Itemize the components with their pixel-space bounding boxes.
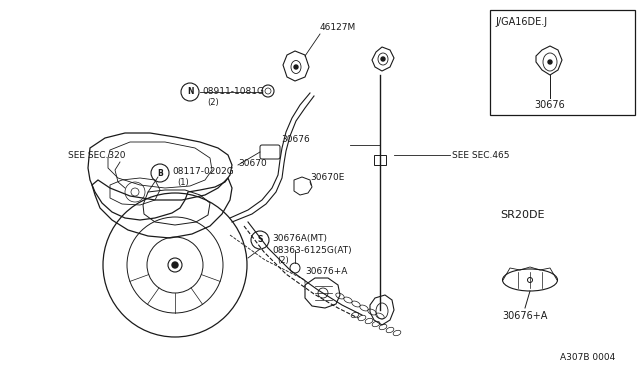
Text: (2): (2) — [277, 257, 289, 266]
Text: 30670E: 30670E — [310, 173, 344, 183]
Text: SEE SEC.320: SEE SEC.320 — [68, 151, 125, 160]
Text: (2): (2) — [207, 97, 219, 106]
Text: S: S — [257, 235, 262, 244]
Text: J/GA16DE.J: J/GA16DE.J — [495, 17, 547, 27]
Text: 46127M: 46127M — [320, 23, 356, 32]
Text: 30676+A: 30676+A — [502, 311, 548, 321]
Text: (1): (1) — [177, 179, 189, 187]
Text: SEE SEC.465: SEE SEC.465 — [452, 151, 509, 160]
Text: 30676A(MT): 30676A(MT) — [272, 234, 327, 243]
Bar — [490, 10, 635, 115]
Bar — [374, 155, 386, 165]
Text: 08363-6125G(AT): 08363-6125G(AT) — [272, 246, 351, 254]
Text: 30676: 30676 — [534, 100, 565, 110]
Circle shape — [381, 57, 385, 61]
Text: 08911-1081G: 08911-1081G — [202, 87, 264, 96]
Text: 08117-0202G: 08117-0202G — [172, 167, 234, 176]
Circle shape — [294, 65, 298, 69]
Text: 30676: 30676 — [281, 135, 310, 144]
Text: A307B 0004: A307B 0004 — [560, 353, 615, 362]
Text: 30670: 30670 — [238, 158, 267, 167]
Circle shape — [548, 60, 552, 64]
Text: N: N — [187, 87, 193, 96]
Text: 30676+A: 30676+A — [305, 267, 348, 276]
Text: SR20DE: SR20DE — [500, 210, 545, 220]
Circle shape — [172, 262, 178, 268]
Text: B: B — [157, 169, 163, 177]
